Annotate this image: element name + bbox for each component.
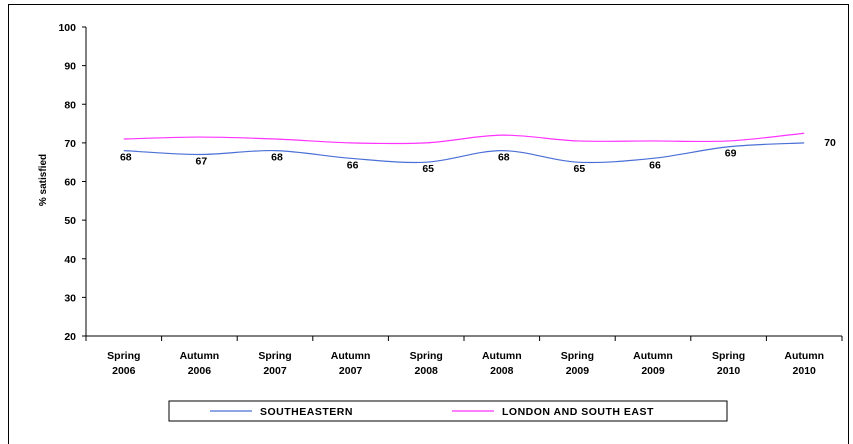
y-tick-label: 60 xyxy=(64,177,76,189)
x-tick-label: Spring 2010 xyxy=(712,350,745,377)
x-tick-label-line: Spring xyxy=(712,350,745,362)
chart-frame xyxy=(8,4,849,444)
y-tick-label: 50 xyxy=(64,215,76,227)
legend-label: LONDON AND SOUTH EAST xyxy=(502,406,654,418)
x-tick-label-line: Spring xyxy=(107,350,140,362)
y-axis-title: % satisfied xyxy=(38,154,49,206)
series-line-london-and-south-east xyxy=(123,132,805,145)
y-tick-label: 90 xyxy=(64,61,76,73)
x-tick-label: Autumn 2008 xyxy=(482,350,522,377)
y-tick-label: 20 xyxy=(64,331,76,343)
x-tick-label: Spring 2006 xyxy=(107,350,140,377)
x-tick-label-line: 2010 xyxy=(793,365,817,377)
legend-box xyxy=(168,400,728,422)
x-tick-label: Spring 2007 xyxy=(258,350,291,377)
line-chart: % satisfied 20 30 40 50 60 70 80 90 100 Spring 20… xyxy=(38,22,843,422)
x-tick-label-line: 2008 xyxy=(415,365,439,377)
data-labels: 68 67 68 66 65 68 65 66 69 70 xyxy=(120,137,836,175)
series-lines xyxy=(123,132,805,164)
x-tick-label-line: 2008 xyxy=(490,365,514,377)
y-tick-label: 100 xyxy=(58,22,76,34)
x-tick-label: Autumn 2007 xyxy=(331,350,371,377)
series-line-southeastern xyxy=(123,142,805,164)
x-tick-label: Autumn 2009 xyxy=(633,350,673,377)
data-label: 69 xyxy=(725,148,737,160)
x-tick-label: Autumn 2006 xyxy=(180,350,220,377)
y-tick-label: 40 xyxy=(64,254,76,266)
y-ticks: 20 30 40 50 60 70 80 90 100 xyxy=(58,22,86,343)
y-tick-label: 80 xyxy=(64,99,76,111)
y-tick-label: 70 xyxy=(64,138,76,150)
data-label: 68 xyxy=(498,152,510,164)
x-tick-label-line: Autumn xyxy=(784,350,824,362)
y-axis-title-group: % satisfied xyxy=(38,154,49,206)
x-tick-label-line: Autumn xyxy=(633,350,673,362)
axes xyxy=(85,27,842,337)
legend: SOUTHEASTERN LONDON AND SOUTH EAST xyxy=(168,400,728,422)
x-tick-label-line: Autumn xyxy=(180,350,220,362)
x-tick-label-line: 2010 xyxy=(717,365,741,377)
x-ticks: Spring 2006 Autumn 2006 Spring 2007 Autumn 2007… xyxy=(85,336,843,377)
x-tick-label-line: 2007 xyxy=(263,365,287,377)
x-tick-label: Spring 2009 xyxy=(561,350,594,377)
x-tick-label-line: Autumn xyxy=(331,350,371,362)
data-label: 68 xyxy=(120,152,132,164)
x-tick-label-line: 2009 xyxy=(641,365,665,377)
data-label: 66 xyxy=(649,159,661,171)
x-tick-label-line: Spring xyxy=(258,350,291,362)
x-tick-label-line: 2006 xyxy=(188,365,212,377)
x-tick-label-line: 2006 xyxy=(112,365,136,377)
x-tick-label-line: Autumn xyxy=(482,350,522,362)
data-label: 68 xyxy=(271,152,283,164)
x-tick-label-line: Spring xyxy=(561,350,594,362)
data-label: 65 xyxy=(574,163,586,175)
x-tick-label-line: 2009 xyxy=(566,365,590,377)
x-tick-label-line: 2007 xyxy=(339,365,363,377)
x-tick-label-line: Spring xyxy=(410,350,443,362)
x-tick-label: Autumn 2010 xyxy=(784,350,824,377)
data-label: 66 xyxy=(347,159,359,171)
data-label: 70 xyxy=(824,137,836,149)
y-tick-label: 30 xyxy=(64,292,76,304)
data-label: 65 xyxy=(422,163,434,175)
x-tick-label: Spring 2008 xyxy=(410,350,443,377)
data-label: 67 xyxy=(196,155,208,167)
legend-label: SOUTHEASTERN xyxy=(260,406,353,418)
